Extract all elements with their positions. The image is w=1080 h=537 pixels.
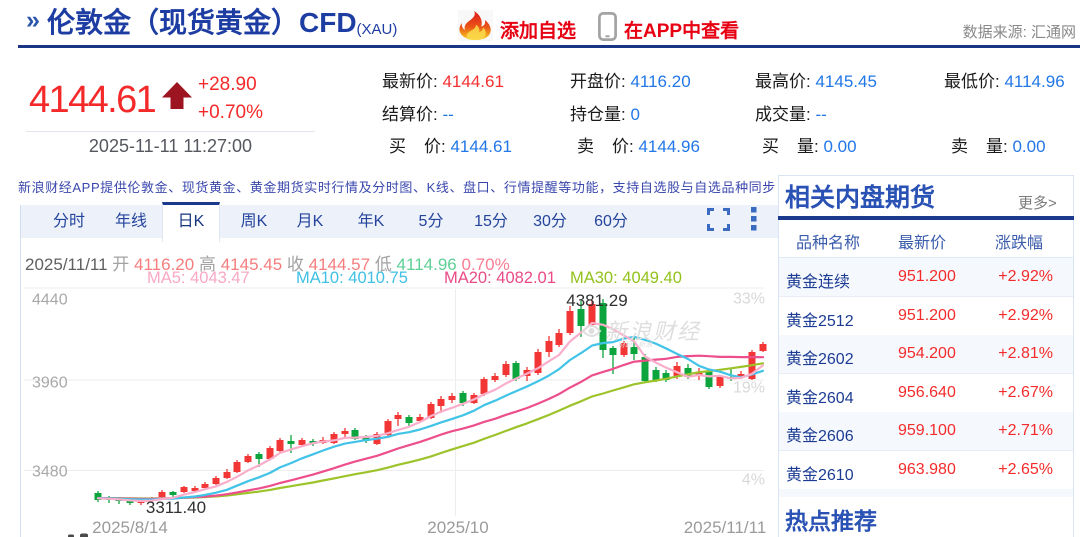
svg-text:财经 · 新浪: 财经 · 新浪 bbox=[618, 341, 653, 349]
svg-text:新浪财经: 新浪财经 bbox=[605, 319, 701, 344]
svg-text:3480: 3480 bbox=[32, 464, 68, 481]
svg-text:33%: 33% bbox=[733, 291, 765, 308]
svg-text:2025/11/11: 2025/11/11 bbox=[684, 518, 767, 537]
svg-text:4440: 4440 bbox=[32, 292, 68, 309]
svg-text:3960: 3960 bbox=[32, 375, 68, 392]
svg-text:4381.29: 4381.29 bbox=[566, 291, 627, 310]
svg-text:19%: 19% bbox=[733, 380, 765, 397]
svg-text:3311.40: 3311.40 bbox=[146, 498, 206, 517]
svg-text:2025/10: 2025/10 bbox=[427, 518, 488, 537]
svg-text:4%: 4% bbox=[742, 472, 765, 489]
svg-text:2025/8/14: 2025/8/14 bbox=[92, 518, 168, 537]
